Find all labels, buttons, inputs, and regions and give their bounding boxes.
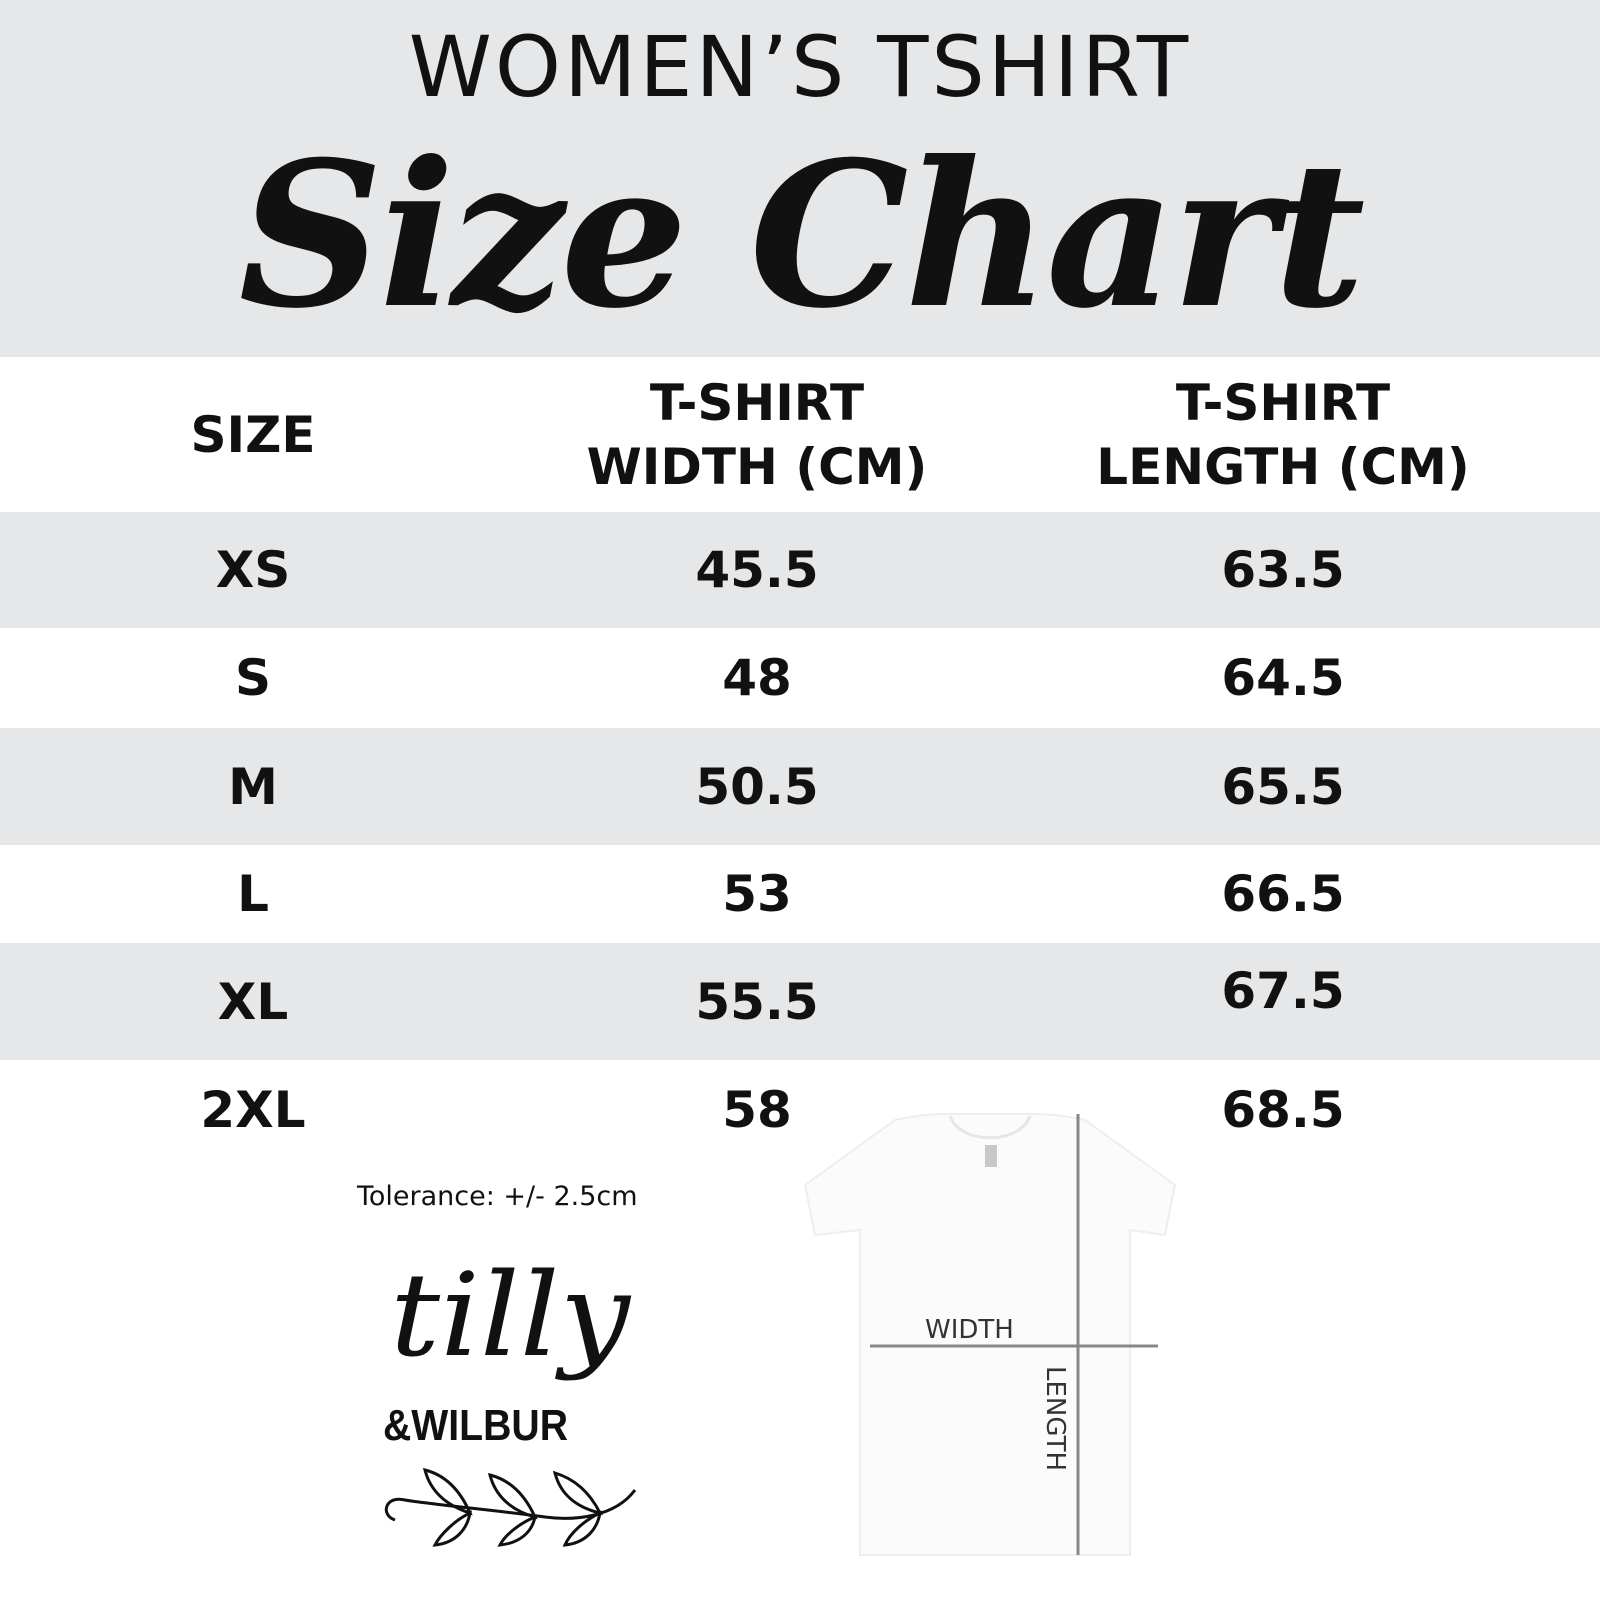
logo-tilly: tilly <box>390 1250 632 1383</box>
size-cell: S <box>234 649 271 707</box>
logo-wilbur: &WILBUR <box>383 1401 568 1450</box>
width-label: WIDTH <box>925 1315 1014 1345</box>
size-cell: XS <box>215 541 291 599</box>
column-header-length: T-SHIRT LENGTH (CM) <box>1096 373 1470 496</box>
width-cell: 45.5 <box>695 541 819 599</box>
length-cell: 66.5 <box>1221 865 1345 923</box>
subtitle: WOMEN’S TSHIRT <box>408 18 1192 116</box>
leaf-branch-icon <box>384 1467 637 1547</box>
length-cell: 65.5 <box>1221 757 1345 816</box>
width-cell: 55.5 <box>695 972 819 1031</box>
length-cell: 68.5 <box>1221 1081 1345 1139</box>
size-cell: L <box>237 865 269 923</box>
tolerance-note: Tolerance: +/- 2.5cm <box>357 1181 638 1212</box>
size-cell: 2XL <box>200 1081 306 1139</box>
width-cell: 53 <box>722 865 792 923</box>
tshirt-diagram: WIDTH LENGTH <box>803 1112 1177 1556</box>
length-cell: 63.5 <box>1221 541 1345 599</box>
width-cell: 50.5 <box>695 757 819 816</box>
table-row: XL 55.5 67.5 <box>0 943 1600 1060</box>
table-header: SIZE T-SHIRT WIDTH (CM) T-SHIRT LENGTH (… <box>0 357 1600 512</box>
length-label: LENGTH <box>1040 1366 1070 1471</box>
table-row: XS 45.5 63.5 <box>0 512 1600 628</box>
page-title: Size Chart <box>238 118 1366 353</box>
brand-logo: tilly &WILBUR <box>383 1250 637 1547</box>
width-cell: 58 <box>722 1081 792 1139</box>
header-band: WOMEN’S TSHIRT Size Chart <box>0 0 1600 357</box>
width-cell: 48 <box>722 649 792 707</box>
length-cell: 67.5 <box>1221 962 1345 1020</box>
table-row: S 48 64.5 <box>0 628 1600 728</box>
table-row: 2XL 58 68.5 <box>0 1060 1600 1160</box>
table-row: M 50.5 65.5 <box>0 728 1600 845</box>
column-header-width: T-SHIRT WIDTH (CM) <box>586 373 928 496</box>
length-cell: 64.5 <box>1221 649 1345 707</box>
tshirt-tag <box>985 1145 997 1167</box>
column-header-size: SIZE <box>190 405 316 464</box>
table-row: L 53 66.5 <box>0 845 1600 943</box>
size-cell: M <box>228 757 278 816</box>
size-cell: XL <box>217 972 289 1031</box>
tshirt-icon <box>803 1112 1177 1556</box>
